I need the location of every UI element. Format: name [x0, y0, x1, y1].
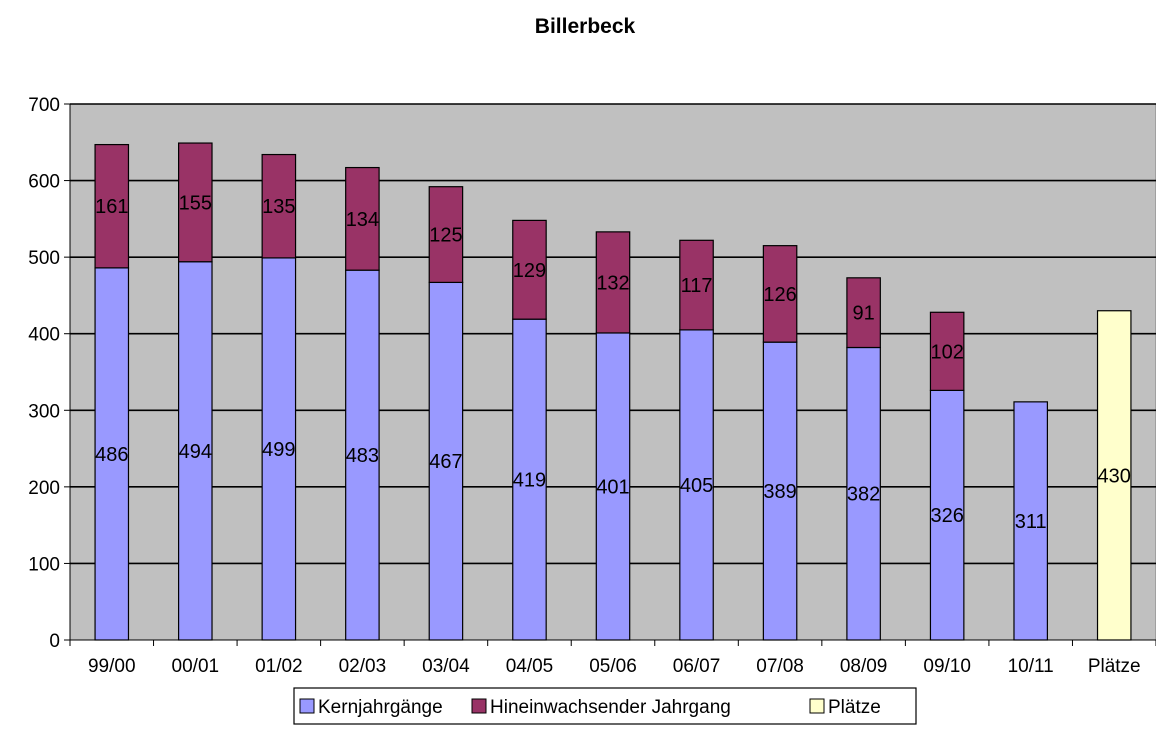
legend-swatch — [471, 698, 487, 714]
bars — [94, 142, 1132, 641]
data-label: 467 — [429, 451, 462, 473]
data-label: 129 — [513, 260, 546, 282]
bar-segment — [846, 346, 881, 641]
data-label: 135 — [262, 196, 295, 218]
bar-segment — [1096, 310, 1132, 641]
bar-segment — [679, 239, 714, 331]
y-tick-label: 0 — [49, 631, 60, 652]
bar-segment — [94, 143, 130, 269]
bar-segment — [261, 153, 297, 259]
x-tick-label: 02/03 — [339, 656, 387, 677]
data-label: 430 — [1098, 465, 1131, 487]
data-label: 405 — [680, 475, 713, 497]
x-tick-label: 07/08 — [756, 656, 804, 677]
x-tick-label: 06/07 — [673, 656, 721, 677]
axes: 0 100 200 300 400 500 600 700 99/00 00/01 01/02 02/… — [28, 95, 1156, 677]
data-label: 483 — [346, 445, 379, 467]
bar-segment — [94, 267, 130, 641]
data-label: 382 — [847, 484, 880, 506]
y-tick-label: 400 — [28, 325, 60, 346]
bar-segment — [679, 329, 714, 641]
data-label: 401 — [596, 476, 629, 498]
x-tick-label: 08/09 — [840, 656, 888, 677]
y-tick-label: 700 — [28, 95, 60, 116]
bar-segment — [512, 219, 547, 320]
legend-label: Kernjahrgänge — [318, 697, 443, 718]
bar-segment — [929, 311, 965, 391]
data-label: 126 — [763, 284, 796, 306]
x-tick-label: 05/06 — [589, 656, 637, 677]
data-labels: 486 161 494 155 499 135 483 134 467 125 419 129 401 1… — [95, 192, 1131, 533]
y-tick-label: 100 — [28, 554, 60, 575]
bar-segment — [595, 332, 631, 641]
x-tick-label: 01/02 — [255, 656, 303, 677]
x-tick-label: 10/11 — [1008, 656, 1054, 677]
legend: Kernjahrgänge Hineinwachsender Jahrgang Pl… — [293, 687, 917, 725]
data-label: 494 — [179, 441, 212, 463]
x-tick-label: 04/05 — [506, 656, 554, 677]
y-tick-label: 500 — [28, 248, 60, 269]
bar-segment — [345, 166, 380, 271]
data-label: 389 — [763, 481, 796, 503]
data-label: 91 — [852, 303, 874, 325]
legend-swatch — [809, 698, 825, 714]
legend-label: Hineinwachsender Jahrgang — [490, 697, 731, 718]
legend-label: Plätze — [828, 697, 881, 718]
bar-segment — [762, 245, 798, 343]
data-label: 132 — [596, 272, 629, 294]
legend-swatch — [299, 698, 315, 714]
data-label: 134 — [346, 209, 379, 231]
x-tick-label: Plätze — [1088, 656, 1141, 677]
data-label: 311 — [1015, 511, 1047, 533]
data-label: 125 — [429, 225, 462, 247]
y-tick-label: 300 — [28, 401, 60, 422]
x-tick-label: 03/04 — [422, 656, 470, 677]
data-label: 161 — [95, 196, 128, 218]
bar-segment — [178, 142, 213, 263]
x-tick-label: 99/00 — [88, 656, 136, 677]
y-tick-label: 600 — [28, 172, 60, 193]
data-label: 499 — [262, 439, 295, 461]
x-tick-label: 09/10 — [923, 656, 971, 677]
x-tick-label: 00/01 — [172, 656, 220, 677]
data-label: 102 — [930, 341, 963, 363]
bar-segment — [846, 277, 881, 349]
bar-segment — [512, 318, 547, 641]
bar-segment — [178, 261, 213, 641]
data-label: 486 — [95, 444, 128, 466]
data-label: 419 — [513, 470, 546, 492]
bar-segment — [428, 281, 464, 641]
data-label: 326 — [930, 505, 963, 527]
y-tick-label: 200 — [28, 478, 60, 499]
bar-segment — [1013, 401, 1049, 641]
bar-segment — [595, 231, 631, 334]
bar-segment — [428, 186, 464, 284]
bar-segment — [261, 257, 297, 641]
data-label: 155 — [179, 192, 212, 214]
chart-title: Billerbeck — [535, 15, 636, 38]
data-label: 117 — [681, 275, 713, 297]
